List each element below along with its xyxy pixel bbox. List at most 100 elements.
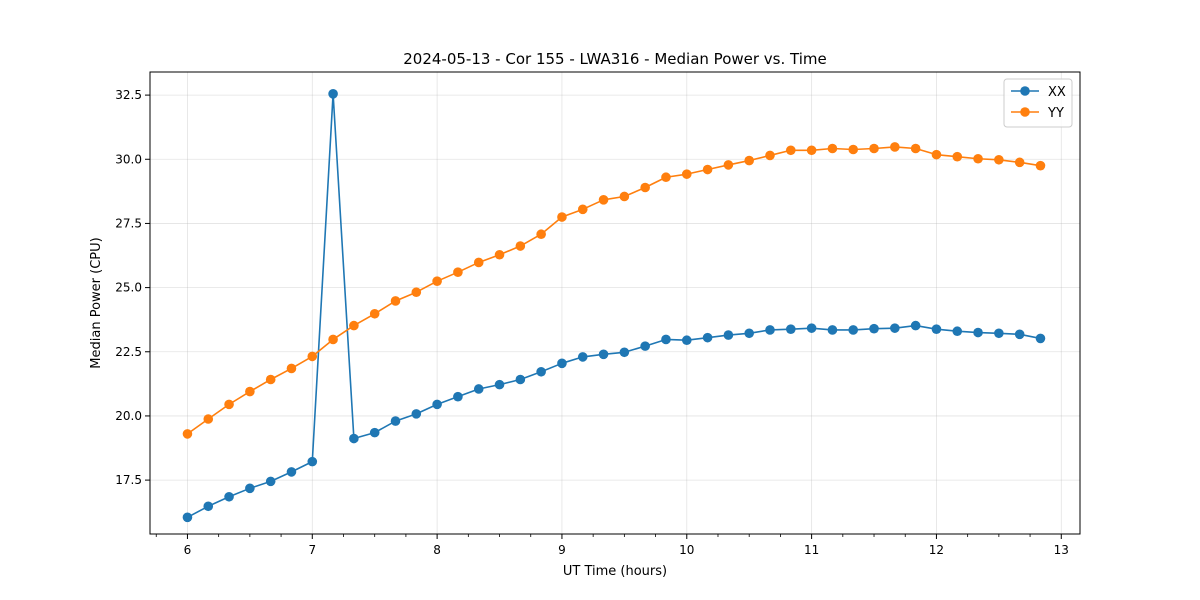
data-point-xx bbox=[369, 427, 380, 438]
data-point-xx bbox=[598, 349, 609, 360]
data-point-yy bbox=[390, 296, 401, 306]
y-tick-label: 32.5 bbox=[115, 88, 142, 102]
data-point-xx bbox=[286, 467, 297, 477]
data-point-yy bbox=[869, 143, 879, 154]
data-point-xx bbox=[931, 324, 942, 334]
y-tick-label: 30.0 bbox=[115, 152, 142, 166]
data-point-xx bbox=[182, 512, 193, 523]
x-tick-label: 13 bbox=[1054, 543, 1069, 557]
data-point-yy bbox=[765, 150, 775, 161]
data-point-xx bbox=[494, 379, 505, 390]
data-point-yy bbox=[536, 229, 546, 240]
data-point-xx bbox=[515, 374, 526, 385]
y-tick-label: 20.0 bbox=[115, 409, 142, 423]
legend-label-xx: XX bbox=[1048, 85, 1066, 100]
data-point-xx bbox=[1014, 329, 1025, 340]
data-point-xx bbox=[702, 332, 713, 343]
data-point-xx bbox=[473, 384, 484, 394]
data-point-xx bbox=[744, 328, 754, 339]
axis-ticks: 6 7 8 9 10 11 12 13 17.5 20.0 22.5 25.0 27.5 30.0 32.5 bbox=[115, 88, 1069, 557]
data-point-xx bbox=[557, 358, 567, 369]
data-point-yy bbox=[224, 399, 234, 410]
data-point-yy bbox=[973, 153, 983, 164]
data-point-yy bbox=[744, 155, 754, 166]
data-point-xx bbox=[453, 391, 463, 402]
data-point-yy bbox=[245, 386, 255, 397]
data-point-xx bbox=[349, 433, 359, 444]
data-point-yy bbox=[494, 249, 505, 260]
data-point-yy bbox=[577, 204, 588, 215]
data-point-yy bbox=[328, 334, 338, 345]
data-point-xx bbox=[786, 324, 796, 334]
data-point-yy bbox=[890, 142, 900, 152]
data-point-xx bbox=[827, 325, 838, 335]
data-point-xx bbox=[577, 352, 588, 362]
data-point-xx bbox=[432, 399, 442, 410]
data-point-xx bbox=[973, 327, 983, 338]
data-point-xx bbox=[890, 323, 900, 333]
x-tick-label: 10 bbox=[679, 543, 694, 557]
data-point-yy bbox=[786, 145, 796, 156]
data-point-xx bbox=[723, 330, 734, 340]
data-point-yy bbox=[619, 191, 630, 202]
y-tick-label: 25.0 bbox=[115, 281, 142, 295]
data-point-xx bbox=[536, 366, 546, 377]
data-point-yy bbox=[265, 374, 276, 385]
data-point-yy bbox=[598, 195, 609, 205]
data-series bbox=[182, 89, 1046, 523]
x-tick-label: 7 bbox=[308, 543, 316, 557]
legend: XX YY bbox=[1003, 78, 1073, 128]
data-point-xx bbox=[910, 320, 921, 331]
data-point-xx bbox=[806, 323, 817, 333]
data-point-xx bbox=[681, 335, 692, 346]
data-point-yy bbox=[1035, 160, 1046, 171]
gridlines bbox=[150, 72, 1080, 534]
data-point-yy bbox=[827, 143, 838, 154]
data-point-xx bbox=[869, 323, 879, 334]
data-point-xx bbox=[411, 409, 422, 419]
data-point-yy bbox=[307, 351, 318, 362]
data-point-xx bbox=[1035, 333, 1046, 344]
data-point-yy bbox=[910, 143, 921, 154]
chart-title: 2024-05-13 - Cor 155 - LWA316 - Median P… bbox=[403, 50, 827, 68]
x-tick-label: 9 bbox=[558, 543, 566, 557]
data-point-yy bbox=[848, 144, 859, 155]
data-point-xx bbox=[661, 334, 671, 345]
data-point-xx bbox=[224, 491, 234, 502]
data-point-yy bbox=[369, 308, 380, 319]
data-point-yy bbox=[411, 287, 422, 298]
data-point-yy bbox=[1014, 157, 1025, 168]
x-tick-label: 6 bbox=[184, 543, 192, 557]
data-point-xx bbox=[994, 328, 1004, 339]
legend-marker-yy bbox=[1020, 107, 1030, 117]
x-tick-label: 12 bbox=[929, 543, 944, 557]
data-point-xx bbox=[640, 341, 650, 351]
data-point-yy bbox=[994, 154, 1004, 165]
data-point-xx bbox=[848, 325, 859, 335]
data-point-yy bbox=[203, 414, 214, 424]
data-point-xx bbox=[328, 89, 338, 99]
data-point-xx bbox=[307, 456, 318, 467]
data-point-yy bbox=[702, 164, 713, 175]
x-tick-label: 8 bbox=[433, 543, 441, 557]
data-point-yy bbox=[931, 149, 942, 160]
data-point-xx bbox=[390, 416, 401, 426]
data-point-yy bbox=[681, 169, 692, 179]
data-point-xx bbox=[952, 326, 963, 337]
y-tick-label: 22.5 bbox=[115, 345, 142, 359]
data-point-yy bbox=[661, 172, 671, 183]
data-point-yy bbox=[640, 182, 650, 193]
x-tick-label: 11 bbox=[804, 543, 819, 557]
data-point-yy bbox=[349, 320, 359, 331]
x-axis-label: UT Time (hours) bbox=[563, 564, 667, 579]
data-point-xx bbox=[245, 483, 255, 494]
data-point-yy bbox=[182, 429, 193, 439]
data-point-yy bbox=[557, 212, 567, 222]
legend-marker-xx bbox=[1020, 86, 1030, 96]
y-axis-label: Median Power (CPU) bbox=[89, 237, 104, 368]
data-point-yy bbox=[432, 276, 442, 286]
data-point-yy bbox=[806, 145, 817, 156]
data-point-yy bbox=[952, 151, 963, 162]
